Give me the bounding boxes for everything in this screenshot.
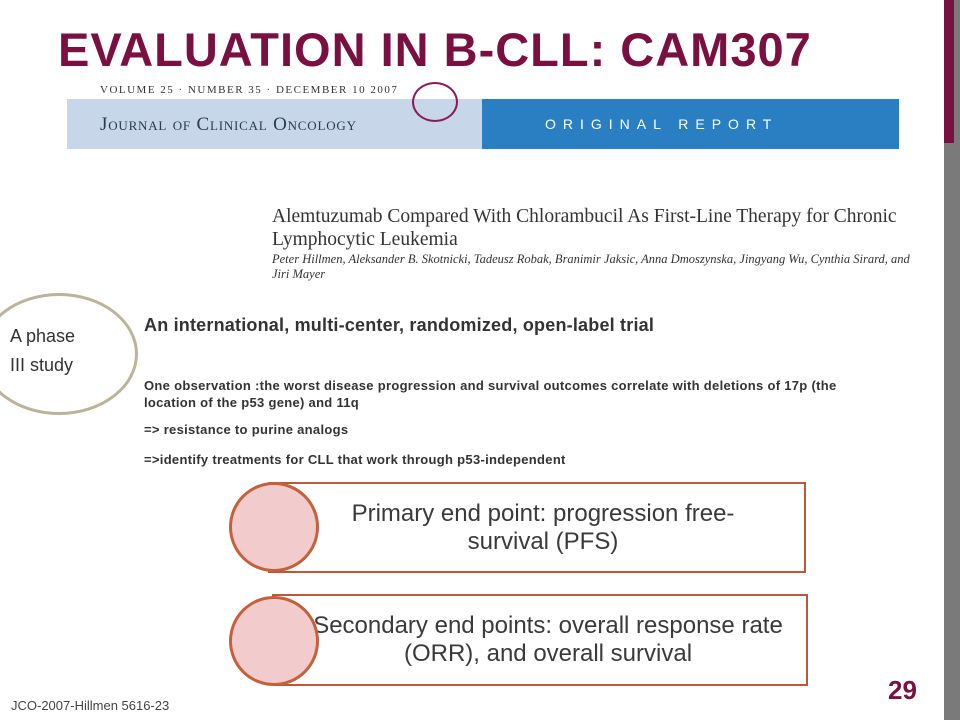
report-type-label: ORIGINAL REPORT	[545, 116, 779, 132]
primary-endpoint-circle	[229, 482, 319, 572]
secondary-endpoint-box: Secondary end points: overall response r…	[272, 594, 808, 686]
year-highlight-circle	[412, 82, 458, 122]
slide-title: EVALUATION IN B-CLL: CAM307	[58, 23, 812, 76]
secondary-endpoint-circle	[229, 596, 319, 686]
secondary-endpoint-text: Secondary end points: overall response r…	[313, 612, 783, 667]
right-edge-accent	[944, 0, 954, 143]
journal-header-right	[482, 99, 899, 149]
primary-endpoint-text: Primary end point: progression free-surv…	[351, 499, 735, 555]
observation-text: One observation :the worst disease progr…	[144, 378, 837, 410]
trial-description: An international, multi-center, randomiz…	[144, 315, 655, 335]
phase-label: A phase III study	[10, 326, 76, 375]
paper-title: Alemtuzumab Compared With Chlorambucil A…	[272, 206, 897, 250]
paper-authors: Peter Hillmen, Aleksander B. Skotnicki, …	[272, 252, 910, 281]
identify-text: =>identify treatments for CLL that work …	[144, 452, 566, 467]
right-edge-bar	[944, 0, 960, 720]
phase-circle	[0, 293, 138, 415]
page-number: 29	[888, 675, 917, 705]
journal-issue-info: VOLUME 25 · NUMBER 35 · DECEMBER 10 2007	[100, 84, 399, 96]
citation-footer: JCO-2007-Hillmen 5616-23	[11, 698, 170, 713]
resistance-text: => resistance to purine analogs	[144, 422, 349, 437]
primary-endpoint-box: Primary end point: progression free-surv…	[268, 482, 806, 573]
journal-name: Journal of Clinical Oncology	[100, 114, 357, 135]
